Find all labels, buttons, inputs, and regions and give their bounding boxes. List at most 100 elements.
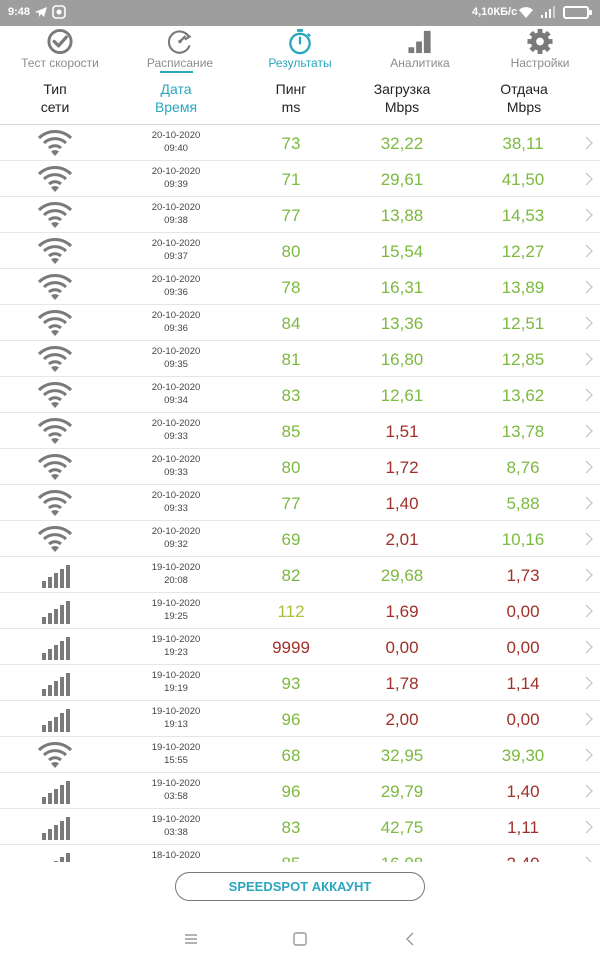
chevron-right-icon — [585, 532, 593, 546]
result-download: 0,00 — [385, 638, 419, 657]
result-download: 12,61 — [380, 386, 424, 405]
chevron-right-icon — [585, 820, 593, 834]
column-ping[interactable]: Пинг ms — [236, 80, 346, 116]
home-icon[interactable] — [291, 930, 309, 948]
back-icon[interactable] — [401, 930, 419, 948]
tab-schedule[interactable]: Расписание — [120, 26, 240, 70]
result-upload: 0,00 — [506, 602, 540, 621]
result-download: 1,78 — [385, 674, 419, 693]
result-row[interactable]: 19-10-2020 19:25 112 1,69 0,00 — [0, 593, 600, 629]
result-time: 03:38 — [164, 827, 188, 838]
tab-settings-label: Настройки — [510, 56, 570, 70]
chevron-right-icon — [585, 136, 593, 150]
app-notification-icon — [52, 5, 66, 19]
result-date: 20-10-2020 — [151, 382, 201, 393]
tab-settings[interactable]: Настройки — [480, 26, 600, 70]
chevron-right-icon — [585, 388, 593, 402]
cellular-network-icon — [42, 781, 70, 804]
result-ping: 73 — [281, 134, 301, 153]
result-row[interactable]: 19-10-2020 19:23 9999 0,00 0,00 — [0, 629, 600, 665]
result-upload: 1,73 — [506, 566, 540, 585]
cellular-network-icon — [42, 601, 70, 624]
result-datetime: 20-10-2020 09:33 — [128, 417, 224, 443]
result-time: 09:40 — [164, 143, 188, 154]
column-download-line2: Mbps — [384, 99, 420, 115]
stopwatch-icon — [289, 28, 311, 55]
result-row[interactable]: 20-10-2020 09:34 83 12,61 13,62 — [0, 377, 600, 413]
result-row[interactable]: 19-10-2020 03:58 96 29,79 1,40 — [0, 773, 600, 809]
result-row[interactable]: 20-10-2020 09:33 85 1,51 13,78 — [0, 413, 600, 449]
column-download-line1: Загрузка — [373, 81, 431, 97]
result-upload: 1,14 — [506, 674, 540, 693]
result-ping: 84 — [281, 314, 301, 333]
result-time: 09:33 — [164, 431, 188, 442]
tab-speed-test[interactable]: Тест скорости — [0, 26, 120, 70]
cellular-network-icon — [42, 709, 70, 732]
battery-icon — [563, 6, 592, 19]
chevron-right-icon — [585, 604, 593, 618]
result-row[interactable]: 19-10-2020 19:13 96 2,00 0,00 — [0, 701, 600, 737]
result-datetime: 19-10-2020 19:25 — [128, 597, 224, 623]
chevron-right-icon — [585, 568, 593, 582]
bar-chart-icon — [408, 30, 431, 54]
result-row[interactable]: 20-10-2020 09:40 73 32,22 38,11 — [0, 125, 600, 161]
wifi-network-icon — [37, 274, 73, 300]
wifi-network-icon — [37, 526, 73, 552]
column-upload-line2: Mbps — [506, 99, 542, 115]
speedspot-account-button[interactable]: SPEEDSPOT АККАУНТ — [175, 872, 425, 901]
column-network-type-line1: Тип — [43, 81, 67, 97]
wifi-network-icon — [37, 202, 73, 228]
result-upload: 10,16 — [501, 530, 545, 549]
column-download[interactable]: Загрузка Mbps — [347, 80, 457, 116]
result-datetime: 20-10-2020 09:35 — [128, 345, 224, 371]
chevron-right-icon — [585, 748, 593, 762]
result-date: 20-10-2020 — [151, 490, 201, 501]
column-upload[interactable]: Отдача Mbps — [469, 80, 579, 116]
result-row[interactable]: 18-10-2020 85 16,08 2,40 — [0, 845, 600, 862]
result-time: 09:38 — [164, 215, 188, 226]
result-ping: 96 — [281, 782, 301, 801]
result-row[interactable]: 20-10-2020 09:33 77 1,40 5,88 — [0, 485, 600, 521]
wifi-network-icon — [37, 418, 73, 444]
result-row[interactable]: 20-10-2020 09:33 80 1,72 8,76 — [0, 449, 600, 485]
result-datetime: 19-10-2020 19:19 — [128, 669, 224, 695]
result-row[interactable]: 19-10-2020 03:38 83 42,75 1,11 — [0, 809, 600, 845]
results-list[interactable]: 20-10-2020 09:40 73 32,22 38,11 20-10-2020 09:… — [0, 125, 600, 862]
result-time: 09:39 — [164, 179, 188, 190]
result-date: 19-10-2020 — [151, 814, 201, 825]
result-date: 19-10-2020 — [151, 562, 201, 573]
result-row[interactable]: 20-10-2020 09:37 80 15,54 12,27 — [0, 233, 600, 269]
chevron-right-icon — [585, 712, 593, 726]
result-download: 13,36 — [380, 314, 424, 333]
result-row[interactable]: 20-10-2020 09:36 84 13,36 12,51 — [0, 305, 600, 341]
menu-icon[interactable] — [182, 930, 200, 948]
column-network-type-line2: сети — [40, 99, 70, 115]
result-row[interactable]: 19-10-2020 19:19 93 1,78 1,14 — [0, 665, 600, 701]
result-ping: 9999 — [272, 638, 310, 657]
chevron-right-icon — [585, 460, 593, 474]
result-row[interactable]: 20-10-2020 09:36 78 16,31 13,89 — [0, 269, 600, 305]
result-row[interactable]: 19-10-2020 15:55 68 32,95 39,30 — [0, 737, 600, 773]
result-row[interactable]: 20-10-2020 09:38 77 13,88 14,53 — [0, 197, 600, 233]
telegram-icon — [35, 7, 47, 17]
result-upload: 12,51 — [501, 314, 545, 333]
tab-results[interactable]: Результаты — [240, 26, 360, 70]
result-date: 20-10-2020 — [151, 418, 201, 429]
result-ping: 80 — [281, 242, 301, 261]
result-download: 13,88 — [380, 206, 424, 225]
result-row[interactable]: 19-10-2020 20:08 82 29,68 1,73 — [0, 557, 600, 593]
column-network-type[interactable]: Тип сети — [0, 80, 110, 116]
chevron-right-icon — [585, 352, 593, 366]
result-row[interactable]: 20-10-2020 09:39 71 29,61 41,50 — [0, 161, 600, 197]
tab-analytics[interactable]: Аналитика — [360, 26, 480, 70]
result-date: 19-10-2020 — [151, 634, 201, 645]
result-row[interactable]: 20-10-2020 09:35 81 16,80 12,85 — [0, 341, 600, 377]
result-time: 09:34 — [164, 395, 188, 406]
result-upload: 2,40 — [477, 854, 569, 862]
result-ping: 82 — [281, 566, 301, 585]
result-date: 19-10-2020 — [151, 670, 201, 681]
result-upload: 0,00 — [506, 638, 540, 657]
chevron-right-icon — [585, 496, 593, 510]
column-date-time[interactable]: Дата Время — [121, 80, 231, 116]
result-row[interactable]: 20-10-2020 09:32 69 2,01 10,16 — [0, 521, 600, 557]
